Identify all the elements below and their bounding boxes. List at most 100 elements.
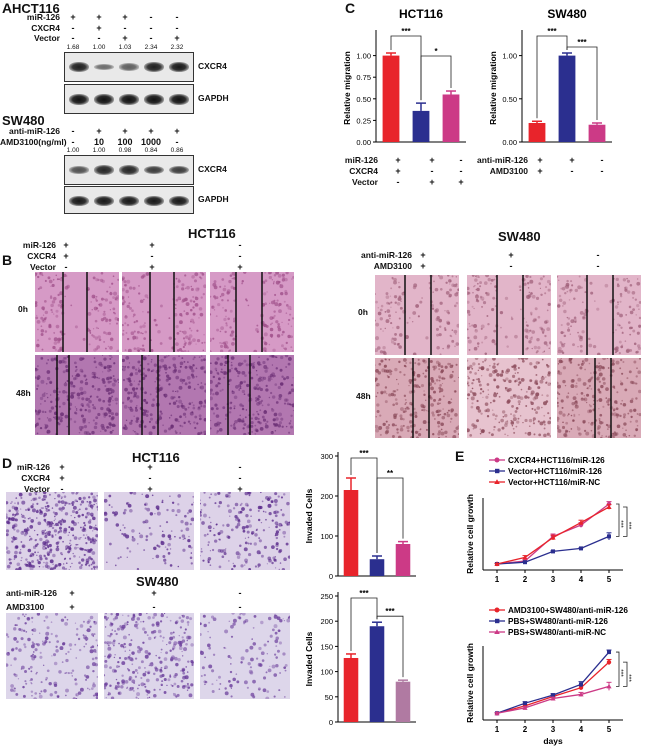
panel-d-sw480-tile-1-cell	[181, 639, 186, 643]
panel-d-sw480-tile-0-cell	[21, 613, 25, 616]
panel-b-sw480-48h-tile-1	[467, 358, 551, 438]
panel-b-sw480-0h-tile-1-cell	[539, 287, 542, 289]
panel-d-hct116-tile-0-cell	[68, 526, 71, 529]
panel-b-sw480-48h-tile-0-cell	[447, 409, 450, 412]
panel-b-hct116-48h-tile-1-cell	[152, 398, 155, 402]
panel-b-sw480-48h-tile-0-cell	[438, 399, 440, 402]
panel-b-sw480-0h-tile-2-cell	[579, 310, 584, 315]
panel-b-sw480-48h-tile-0-cell	[438, 375, 441, 379]
panel-b-sw480-48h-tile-1-cell	[517, 358, 521, 360]
panel-b-sw480-48h-tile-1-cell	[539, 421, 544, 426]
panel-b-hct116-48h-tile-0-cell	[109, 365, 112, 368]
panel-b-sw480-0h-tile-0-cell	[436, 316, 440, 320]
panel-a-sw480-cxcr4-band-2	[119, 165, 139, 175]
panel-b-hct116-0h-tile-0-cell	[44, 279, 47, 282]
panel-b-hct116-48h-tile-2-cell	[234, 367, 238, 371]
panel-d-hct116-tile-0-cell	[39, 537, 43, 542]
panel-b-sw480-48h-tile-0-cell	[404, 410, 407, 413]
panel-b-hct116-48h-tile-2-cell	[251, 431, 253, 433]
panel-b-sw480-48h-tile-1-cell	[467, 428, 470, 433]
E-HCT116-xtick-label-1: 2	[523, 575, 528, 584]
panel-d-hct116-tile-2-cell	[209, 530, 212, 532]
panel-d-hct116-tile-2-cell	[278, 568, 281, 570]
panel-d-sw480-tile-1-cell	[116, 682, 119, 684]
panel-b-hct116-48h-tile-1-cell	[179, 361, 184, 366]
panel-d-hct116-tile-0-cell	[60, 500, 65, 504]
panel-b-sw480-0h-tile-1-cell	[468, 322, 471, 325]
panel-b-hct116-48h-tile-1-cell	[126, 377, 129, 380]
panel-b-sw480-0h-tile-0-cell	[404, 334, 409, 339]
panel-b-sw480-0h-tile-2-cell	[636, 304, 640, 308]
panel-b-hct116-0h-tile-1-cell	[189, 308, 193, 312]
panel-b-hct116-48h-tile-1-cell	[122, 358, 125, 363]
panel-b-hct116-0h-tile-1-cell	[122, 329, 125, 332]
panel-d-hct116-tile-0-cell	[59, 551, 63, 555]
panel-a-sw480-gapdh-band-4	[169, 195, 189, 207]
panel-b-hct116-0h-tile-0-cell	[51, 300, 56, 304]
panel-b-hct116-48h-tile-0-cell	[107, 380, 111, 384]
panel-b-hct116-48h-tile-1-cell	[130, 406, 132, 409]
panel-b-sw480-0h-tile-0-cell	[390, 322, 393, 325]
panel-d-sw480-tile-0-cell	[83, 674, 87, 677]
D-SW480-sig-label-0: ***	[359, 589, 369, 598]
panel-b-sw480-48h-tile-0-cell	[391, 423, 395, 427]
panel-b-sw480-48h-tile-2-cell	[629, 409, 633, 413]
panel-b-hct116-48h-tile-0-cell	[69, 381, 74, 385]
panel-b-hct116-0h-tile-1-cell	[179, 313, 183, 317]
panel-d-sw480-tile-0-cell	[36, 613, 41, 616]
panel-d-hct116-tile-0-cell	[76, 492, 79, 494]
panel-b-hct116-0h-tile-0-cell	[112, 296, 116, 299]
panel-b-hct116-48h-tile-2-cell	[290, 383, 294, 387]
panel-b-sw480-0h-tile-0-cell	[392, 327, 394, 329]
panel-b-hct116-48h-tile-0-cell	[47, 358, 50, 361]
panel-d-hct116-tile-2-cell	[228, 560, 230, 562]
panel-d-sw480-tile-1-cell	[181, 636, 184, 639]
panel-b-sw480-48h-tile-1-cell	[469, 390, 473, 393]
panel-d-sw480-tile-0-cell	[25, 682, 28, 685]
panel-b-sw480-0h-tile-2-cell	[631, 290, 636, 295]
D-HCT116-bar-0	[343, 490, 359, 576]
panel-d-hct116-tile-2-cell	[273, 558, 277, 562]
panel-b-hct116-0h-tile-1-cell	[125, 332, 128, 334]
panel-b-sw480-48h-tile-1-cell	[479, 428, 482, 430]
panel-d-hct116-tile-1-cell	[192, 495, 194, 498]
panel-d-sw480-tile-0-cell	[77, 691, 82, 695]
panel-b-sw480-0h-tile-1-cell	[531, 347, 533, 350]
panel-d-sw480-tile-0-cell	[53, 681, 58, 686]
panel-d-sw480-tile-1-cell	[137, 649, 142, 654]
panel-b-hct116-0h-tile-1-cell	[189, 299, 193, 303]
panel-d-hct116-tile-2-cell	[208, 516, 211, 519]
panel-b-sw480-48h-tile-0-cell	[396, 413, 398, 415]
panel-b-hct116-48h-tile-0-cell	[62, 370, 66, 374]
panel-b-hct116-0h-tile-0-texture	[35, 272, 119, 352]
panel-b-hct116-48h-tile-1-cell	[200, 358, 204, 362]
panel-b-sw480-48h-tile-1-cell	[480, 412, 483, 415]
panel-d-hct116-tile-0-cell	[6, 546, 9, 550]
panel-d-hct116-tile-2-cell	[200, 502, 201, 505]
panel-c-sw480-label-anti: anti-miR-126	[476, 155, 528, 165]
panel-b-hct116-0h-tile-2-cell	[276, 299, 279, 302]
panel-b-sw480-48h-tile-1-cell	[501, 410, 506, 414]
panel-c-hct116-sign-r1-c2: -	[459, 166, 463, 176]
panel-d-hct116-tile-0-cell	[96, 494, 98, 497]
panel-d-sw480-tile-2-cell	[252, 679, 256, 684]
panel-b-hct116-0h-tile-1-cell	[133, 321, 136, 324]
panel-d-sw480-tile-0-cell	[30, 690, 34, 693]
panel-b-sw480-0h-tile-1-cell	[525, 321, 528, 323]
panel-b-hct116-0h-tile-1-cell	[136, 347, 141, 352]
panel-b-sw480-0h-tile-0-cell	[431, 307, 435, 310]
panel-d-sw480-tile-1-cell	[189, 617, 193, 621]
panel-b-hct116-48h-tile-2-cell	[229, 368, 231, 371]
panel-b-sw480-0h-tile-2-cell	[621, 331, 624, 335]
panel-d-sw480-tile-0-cell	[52, 653, 57, 657]
panel-b-hct116-48h-tile-1-cell	[160, 412, 163, 415]
panel-b-hct116-48h-tile-1-cell	[147, 362, 150, 366]
panel-d-hct116-tile-0-cell	[15, 509, 19, 513]
panel-b-sw480-48h-tile-0-cell	[434, 418, 436, 420]
panel-d-sw480-tile-0-cell	[38, 692, 41, 695]
panel-b-sw480-48h-tile-1-cell	[511, 374, 516, 378]
panel-b-hct116-0h-tile-0-cell	[109, 346, 113, 350]
panel-b-hct116-48h-tile-2-cell	[289, 403, 292, 406]
panel-b-hct116-0h-tile-2-cell	[277, 322, 280, 326]
panel-b-hct116-48h-tile-0-cell	[103, 357, 107, 361]
